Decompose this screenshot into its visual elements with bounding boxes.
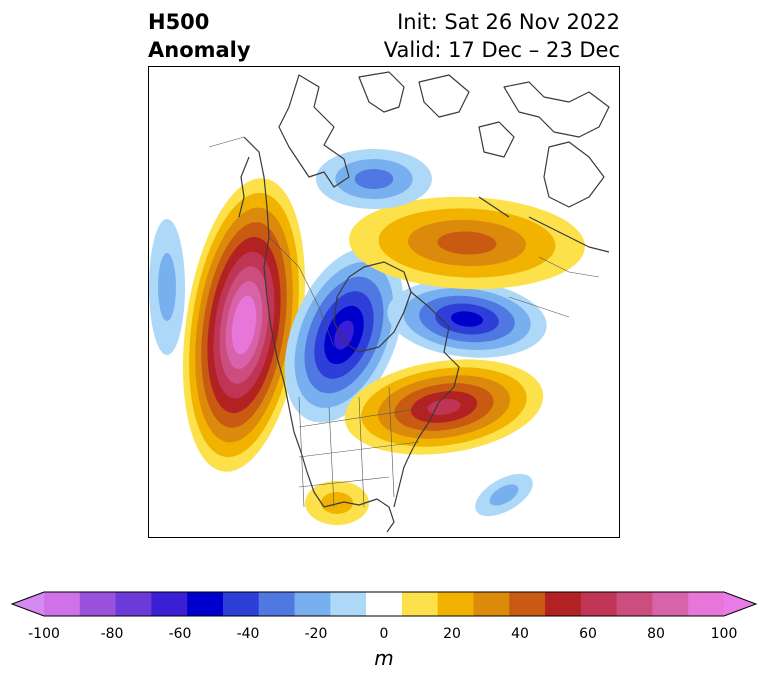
colorbar-segment <box>44 592 81 616</box>
colorbar-segment <box>437 592 474 616</box>
political-borders <box>208 136 600 508</box>
colorbar-segment <box>222 592 260 616</box>
colorbar-segment <box>258 592 296 616</box>
chart-subtitle: Init: Sat 26 Nov 2022 Valid: 17 Dec – 23… <box>384 8 620 64</box>
title-line1: H500 <box>148 10 210 34</box>
valid-date-label: Valid: 17 Dec – 23 Dec <box>383 38 620 62</box>
colorbar-extend-high <box>724 592 756 616</box>
colorbar-segment <box>580 592 618 616</box>
colorbar-segment <box>473 592 510 616</box>
anomaly-contour <box>334 320 354 350</box>
colorbar-segment <box>401 592 439 616</box>
colorbar-tick-label: 40 <box>511 626 529 642</box>
anomaly-contour <box>489 484 519 506</box>
colorbar-segment <box>115 592 152 616</box>
colorbar-label: m <box>374 646 394 670</box>
anomaly-contour <box>354 169 394 189</box>
anomaly-contour <box>237 310 251 340</box>
anomaly-contours <box>149 149 585 525</box>
colorbar-tick-label: 100 <box>710 626 738 642</box>
colorbar-segment <box>151 592 188 616</box>
colorbar-tick-label: -80 <box>100 626 124 642</box>
colorbar-segment <box>509 592 546 616</box>
anomaly-contour <box>437 231 497 255</box>
chart-title: H500 Anomaly <box>148 8 251 64</box>
colorbar-segment <box>330 592 367 616</box>
colorbar-segment <box>187 592 224 616</box>
title-line2: Anomaly <box>148 38 251 62</box>
colorbar-segment <box>294 592 331 616</box>
anomaly-contour <box>158 253 176 321</box>
anomaly-map <box>149 71 610 533</box>
colorbar-outline <box>10 591 758 617</box>
anomaly-contour <box>451 311 483 327</box>
map-panel <box>148 66 620 538</box>
anomaly-contour <box>427 399 461 415</box>
colorbar <box>10 591 758 617</box>
colorbar-tick-label: -100 <box>28 626 60 642</box>
colorbar-tick-label: -20 <box>304 626 328 642</box>
colorbar-segment <box>616 592 653 616</box>
coastlines <box>238 71 610 533</box>
colorbar-segment <box>79 592 117 616</box>
colorbar-segment <box>545 592 582 616</box>
colorbar-segment <box>652 592 689 616</box>
colorbar-tick-label: 60 <box>579 626 597 642</box>
anomaly-contour <box>321 492 353 514</box>
colorbar-extend-low <box>12 592 44 616</box>
colorbar-segment <box>366 592 403 616</box>
colorbar-tick-label: 20 <box>443 626 461 642</box>
colorbar-tick-label: -60 <box>168 626 192 642</box>
colorbar-segment <box>688 592 725 616</box>
colorbar-tick-label: -40 <box>236 626 260 642</box>
colorbar-segments <box>10 591 758 617</box>
colorbar-tick-label: 80 <box>647 626 665 642</box>
init-date-label: Init: Sat 26 Nov 2022 <box>397 10 620 34</box>
colorbar-tick-label: 0 <box>379 626 389 642</box>
